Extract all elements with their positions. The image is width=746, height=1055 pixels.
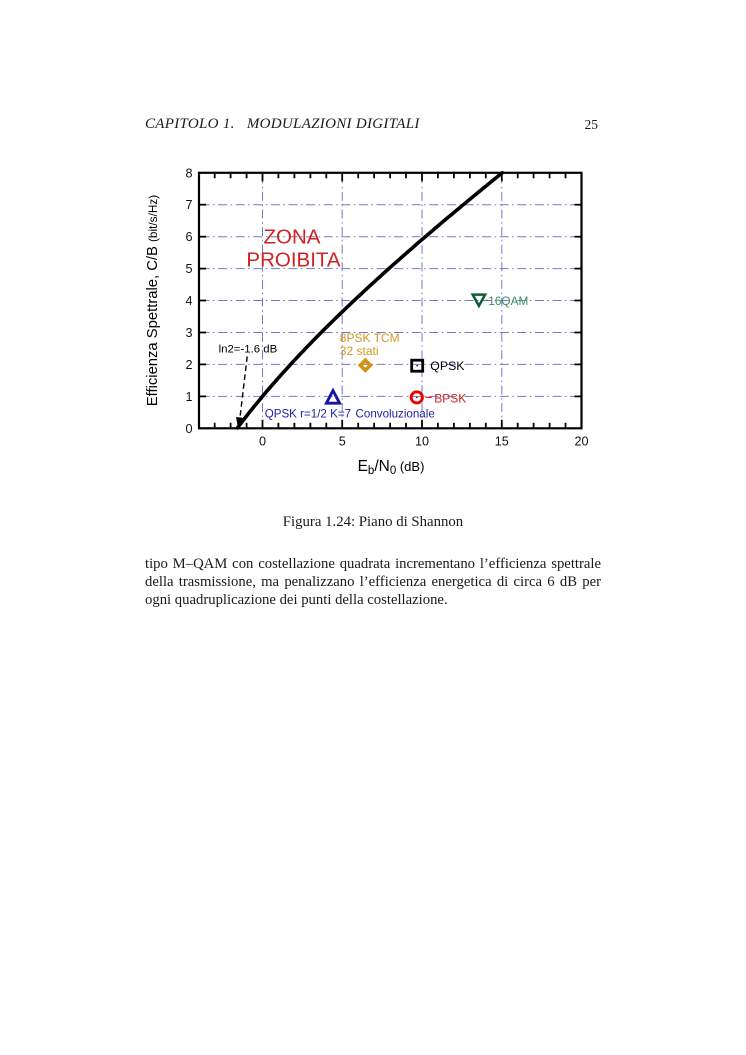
- svg-text:QPSK r=1/2 K=7: QPSK r=1/2 K=7: [265, 408, 351, 421]
- svg-text:3: 3: [185, 326, 192, 340]
- svg-text:QPSK: QPSK: [430, 359, 465, 373]
- svg-text:5: 5: [339, 435, 346, 449]
- svg-text:1: 1: [185, 390, 192, 404]
- svg-text:7: 7: [185, 198, 192, 212]
- svg-text:PROIBITA: PROIBITA: [246, 249, 340, 272]
- svg-text:16QAM: 16QAM: [488, 294, 528, 308]
- svg-text:ln2=-1.6 dB: ln2=-1.6 dB: [219, 344, 278, 356]
- svg-text:20: 20: [574, 435, 588, 449]
- svg-text:0: 0: [185, 422, 192, 436]
- svg-text:6: 6: [185, 230, 192, 244]
- svg-text:Convoluzionale: Convoluzionale: [356, 408, 435, 421]
- svg-text:32 stati: 32 stati: [340, 344, 379, 358]
- svg-text:10: 10: [415, 435, 429, 449]
- svg-text:ZONA: ZONA: [264, 226, 321, 249]
- svg-text:0: 0: [259, 435, 266, 449]
- svg-text:8: 8: [185, 166, 192, 180]
- svg-text:2: 2: [185, 358, 192, 372]
- svg-text:Efficienza Spettrale, C/B (bit: Efficienza Spettrale, C/B (bit/s/Hz): [145, 195, 161, 406]
- svg-text:8PSK TCM: 8PSK TCM: [340, 331, 400, 345]
- svg-text:BPSK: BPSK: [434, 391, 466, 405]
- svg-text:5: 5: [185, 262, 192, 276]
- svg-text:Eb/N0 (dB): Eb/N0 (dB): [358, 458, 425, 477]
- svg-text:4: 4: [185, 294, 192, 308]
- svg-text:15: 15: [495, 435, 509, 449]
